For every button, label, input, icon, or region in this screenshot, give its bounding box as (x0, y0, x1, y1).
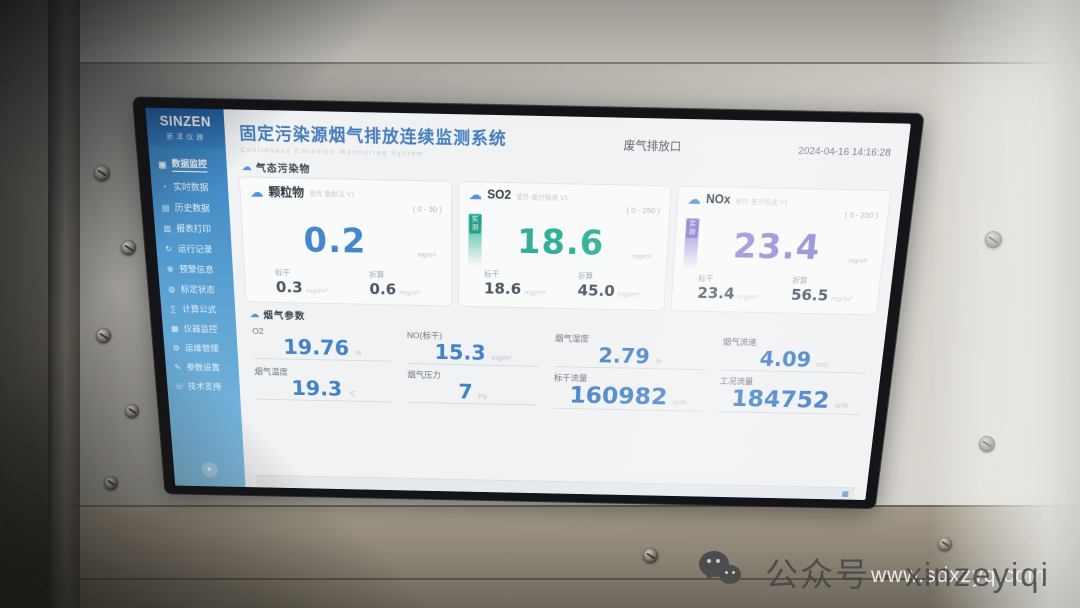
brand-logo-text: SINZEN (159, 113, 212, 130)
sidebar-item-data-monitor[interactable]: ▣ 数据监控 (149, 154, 227, 175)
measured-badge: 实测 (469, 215, 481, 234)
method-note: 紫外 差分吸收 V1 (516, 193, 569, 202)
alarm-info-icon: ⊕ (166, 264, 174, 274)
sidebar-item-instrument-monitor[interactable]: ▦ 仪器监控 (170, 323, 218, 334)
outlet-label: 废气排放口 (623, 139, 682, 154)
sub-reading: 折算 56.5mg/m³ (790, 275, 854, 305)
param-o2: O2 19.76% (252, 326, 392, 364)
brand-logo: SINZEN 新泽仪器 (145, 107, 226, 149)
cloud-icon: ☁ (249, 183, 264, 200)
method-note: 激光 散射法 V1 (309, 190, 355, 199)
sub-reading: 标干 23.4 mg/m³ (696, 273, 760, 303)
sidebar-item-history-data[interactable]: ▤ 历史数据 (161, 202, 211, 214)
param-dry-flow: 标干流量 160982 m³/h (552, 372, 705, 412)
screw (125, 404, 139, 418)
sidebar-item-maintenance[interactable]: ⚙ 运维管理 (172, 342, 220, 354)
screw (104, 476, 118, 490)
sidebar-item-realtime-data[interactable]: ◔ 实时数据 (151, 178, 229, 196)
door-hinge-strip (48, 0, 80, 608)
footer-widget-icon[interactable]: ▦ (841, 489, 850, 498)
value-unit: mg/m³ (417, 251, 437, 260)
sidebar-bottom: ✦ (173, 456, 246, 487)
param-velocity: 烟气流速 4.09 m/s (720, 336, 869, 374)
pollutant-cards: ☁ 颗粒物 激光 散射法 V1 ( 0 - 30 ) 0.2 mg/m³ (239, 177, 891, 315)
cabinet-left-edge (0, 0, 52, 608)
run-log-icon: ↻ (164, 243, 173, 254)
measured-value: 18.6 (516, 220, 606, 263)
param-no: NO(标干) 15.3 mg/m³ (407, 329, 539, 367)
sidebar-item-report-print[interactable]: ▥ 报表打印 (162, 223, 212, 235)
sidebar-item-formula[interactable]: ∑ 计算公式 (161, 300, 236, 317)
wechat-icon (699, 551, 749, 593)
param-actual-flow: 工况流量 184752 m³/h (717, 375, 864, 416)
sidebar-item-calibration-status[interactable]: ◍ 标定状态 (167, 284, 216, 295)
monitor-screen: SINZEN 新泽仪器 ▣ 数据监控 ◔ 实时数据 ▤ (132, 97, 924, 509)
pollutant-name: SO2 (487, 188, 512, 202)
screen-bezel: SINZEN 新泽仪器 ▣ 数据监控 ◔ 实时数据 ▤ (132, 97, 924, 509)
param-pressure: 烟气压力 7 Pa (407, 369, 538, 409)
sub-reading: 折算 0.6 mg/m³ (369, 269, 421, 299)
sub-reading: 标干 18.6 mg/m³ (483, 269, 546, 299)
measured-value: 23.4 (731, 224, 823, 267)
screw (985, 231, 1002, 248)
screw (979, 436, 995, 452)
level-indicator-bar: 实测 (683, 218, 700, 270)
title-block: 固定污染源烟气排放连续监测系统 Continuous Emission Moni… (239, 118, 507, 159)
cloud-icon: ☁ (687, 191, 702, 208)
param-temperature: 烟气温度 19.3 ℃ (254, 366, 393, 406)
watermark-account: 公众号 · xinzeyiqi (765, 556, 1050, 593)
card-particulate: ☁ 颗粒物 激光 散射法 V1 ( 0 - 30 ) 0.2 mg/m³ (239, 177, 452, 306)
pollutant-name: 颗粒物 (268, 186, 305, 200)
settings-icon: ✎ (173, 362, 182, 372)
sidebar-bottom-logo-icon[interactable]: ✦ (200, 461, 218, 478)
cloud-icon: ☁ (468, 186, 483, 203)
formula-icon: ∑ (170, 304, 177, 314)
flue-params-grid: O2 19.76% NO(标干) 15.3 mg/m³ 烟气湿度 2.79% (248, 326, 873, 416)
history-data-icon: ▤ (161, 202, 170, 213)
measured-badge: 实测 (686, 220, 699, 238)
cloud-icon: ☁ (241, 160, 253, 173)
cloud-icon: ☁ (249, 308, 260, 320)
maintenance-icon: ⚙ (172, 343, 181, 353)
screw (643, 548, 658, 563)
calibration-status-icon: ◍ (167, 284, 176, 294)
card-so2: ☁ SO2 紫外 差分吸收 V1 ( 0 - 250 ) 实测 18.6 mg/ (459, 182, 671, 311)
sidebar-item-settings[interactable]: ✎ 参数设置 (173, 362, 221, 373)
status-footer: ▦ (256, 474, 856, 500)
watermark: 公众号 · xinzeyiqi (699, 548, 1050, 596)
screw (121, 240, 136, 255)
pollutant-name: NOx (705, 193, 732, 207)
sidebar-item-support[interactable]: ☏ 技术支持 (173, 381, 222, 392)
support-icon: ☏ (173, 381, 185, 391)
page-title: 固定污染源烟气排放连续监测系统 (239, 124, 507, 149)
screw (96, 328, 111, 343)
level-indicator-bar: 实测 (468, 213, 482, 266)
main-content: 固定污染源烟气排放连续监测系统 Continuous Emission Moni… (223, 109, 910, 500)
cabinet-top-panel (0, 0, 1080, 64)
cems-application: SINZEN 新泽仪器 ▣ 数据监控 ◔ 实时数据 ▤ (145, 107, 911, 501)
sidebar-item-alarm-info[interactable]: ⊕ 预警信息 (166, 263, 214, 275)
value-unit: mg/m³ (848, 257, 868, 266)
sidebar-item-run-log[interactable]: ↻ 运行记录 (164, 243, 213, 255)
param-humidity: 烟气湿度 2.79% (554, 332, 707, 371)
value-unit: mg/m³ (632, 253, 652, 261)
screw (94, 165, 110, 181)
report-print-icon: ▥ (162, 223, 172, 233)
instrument-monitor-icon: ▦ (170, 323, 179, 333)
realtime-data-icon: ◔ (161, 181, 167, 192)
card-nox: ☁ NOx 紫外 差分吸收 V1 ( 0 - 250 ) 实测 23.4 mg/ (671, 186, 891, 315)
sub-reading: 折算 45.0 mg/m³ (577, 271, 640, 301)
brand-logo-subtext: 新泽仪器 (166, 133, 207, 142)
method-note: 紫外 差分吸收 V1 (735, 197, 789, 207)
sub-reading: 标干 0.3 mg/m³ (275, 267, 328, 297)
measured-value: 0.2 (302, 219, 367, 261)
data-monitor-icon: ▣ (158, 159, 167, 170)
datetime-display: 2024-04-16 14:16:28 (797, 145, 892, 160)
